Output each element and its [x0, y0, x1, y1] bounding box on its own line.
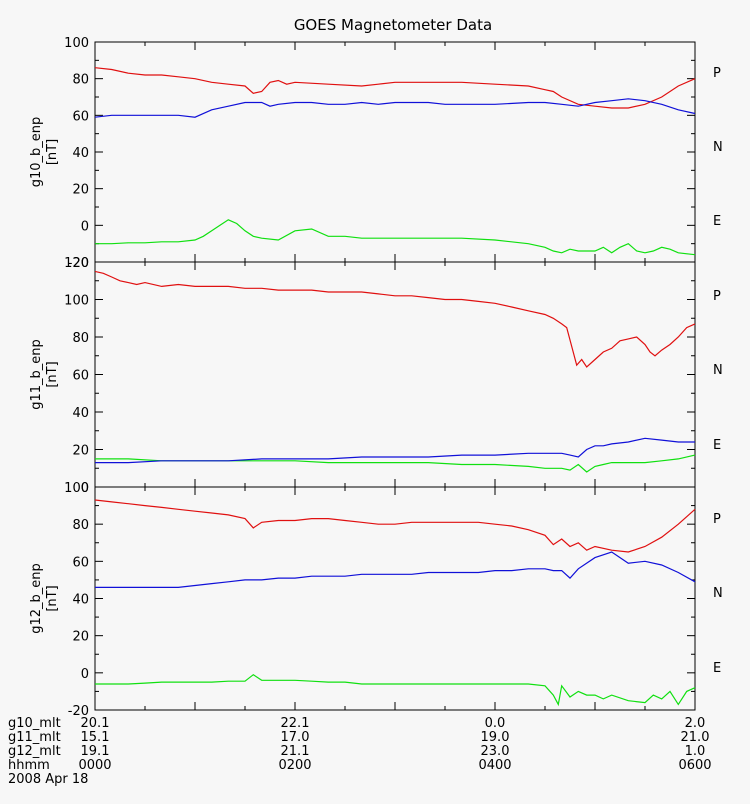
x-row-value: 1.0 [685, 744, 706, 759]
legend-label-n: N [713, 586, 723, 601]
x-row-value: 19.0 [481, 730, 510, 745]
y-tick-label: 80 [72, 73, 89, 88]
y-tick-label: 40 [72, 406, 89, 421]
date-label: 2008 Apr 18 [8, 772, 88, 787]
x-row-value: 17.0 [281, 730, 310, 745]
series-line-p [94, 499, 696, 553]
y-tick-label: 40 [72, 146, 89, 161]
x-row-value: 19.1 [81, 744, 110, 759]
x-row-value: 21.1 [281, 744, 310, 759]
x-row-value: 2.0 [685, 716, 706, 731]
panel-3: -20 0 20 40 60 80 100 g12_b_enp [nT] P N E [29, 481, 723, 719]
legend-label-e: E [713, 214, 721, 229]
y-axis-label: g10_b_enp [29, 117, 44, 188]
x-row-value: 0200 [278, 758, 311, 773]
y-axis-unit: [nT] [45, 585, 60, 611]
y-tick-label: 80 [72, 331, 89, 346]
x-row-value: 0.0 [485, 716, 506, 731]
legend-label-n: N [713, 140, 723, 155]
y-axis-unit: [nT] [45, 361, 60, 387]
x-row-value: 15.1 [81, 730, 110, 745]
legend-label-p: P [713, 66, 721, 81]
series-line-n [95, 219, 696, 256]
y-axis-label: g11_b_enp [29, 339, 44, 410]
y-tick-label: 60 [72, 109, 89, 124]
chart-title: GOES Magnetometer Data [294, 16, 492, 34]
series-line-e [94, 98, 696, 118]
series-line-n [95, 673, 696, 707]
x-row-value: 0600 [678, 758, 711, 773]
series-line-p [94, 270, 696, 368]
y-tick-label: 100 [64, 36, 89, 51]
y-tick-label: 60 [72, 369, 89, 384]
y-tick-label: 0 [81, 481, 89, 496]
legend-label-p: P [713, 512, 721, 527]
x-row-value: 21.0 [681, 730, 710, 745]
legend-label-e: E [713, 661, 721, 676]
legend-label-p: P [713, 289, 721, 304]
panel-frame [94, 486, 696, 711]
x-row-value: 0000 [78, 758, 111, 773]
y-tick-label: -20 [68, 256, 89, 271]
x-row-value: 22.1 [281, 716, 310, 731]
y-tick-label: 40 [72, 593, 89, 608]
series-line-n [95, 454, 696, 473]
series-line-e [95, 437, 695, 464]
x-row-label: g12_mlt [8, 744, 61, 759]
panel-2: 0 20 40 60 80 100 120 g11_b_enp [nT] P N E [29, 256, 723, 496]
x-row-label: g11_mlt [8, 730, 61, 745]
x-row-value: 23.0 [481, 744, 510, 759]
series-line-p [94, 67, 696, 109]
x-row-value: 20.1 [81, 716, 110, 731]
y-tick-label: 100 [64, 294, 89, 309]
y-axis-unit: [nT] [45, 139, 60, 165]
panel-1: -20 0 20 40 60 80 100 g10_b_enp [nT] P N E [29, 36, 723, 271]
y-tick-label: 0 [81, 667, 89, 682]
y-tick-label: 80 [72, 518, 89, 533]
x-row-label: hhmm [8, 758, 50, 773]
y-tick-label: 60 [72, 555, 89, 570]
x-row-label: g10_mlt [8, 716, 61, 731]
x-row-value: 0400 [478, 758, 511, 773]
panel-frame [94, 41, 696, 263]
y-tick-label: 100 [64, 481, 89, 496]
y-axis-label: g12_b_enp [29, 563, 44, 634]
y-tick-label: 20 [72, 183, 89, 198]
y-tick-label: 20 [72, 444, 89, 459]
y-tick-label: 0 [81, 219, 89, 234]
x-axis-info: g10_mlt 20.1 22.1 0.0 2.0 g11_mlt 15.1 17.0 19.0… [8, 716, 712, 787]
y-tick-label: 120 [64, 256, 89, 271]
legend-label-n: N [713, 363, 723, 378]
legend-label-e: E [713, 438, 721, 453]
y-tick-label: -20 [68, 704, 89, 719]
series-line-e [95, 551, 696, 588]
y-tick-label: 20 [72, 630, 89, 645]
